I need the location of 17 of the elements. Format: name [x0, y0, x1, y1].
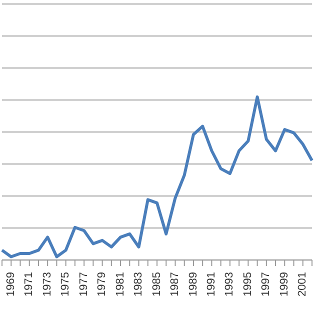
- x-tick-label: 1977: [78, 272, 90, 296]
- x-tick-label: 1995: [242, 272, 254, 296]
- x-tick-label: 1983: [132, 272, 145, 296]
- x-tick-label: 1989: [187, 272, 200, 296]
- x-tick-label: 1993: [224, 272, 236, 296]
- x-tick-label: 1999: [278, 272, 290, 296]
- x-tick-label: 2001: [296, 272, 309, 296]
- x-tick-label: 1987: [169, 272, 182, 296]
- x-tick-label: 1981: [114, 272, 126, 296]
- x-tick-label: 1997: [260, 272, 272, 296]
- x-tick-label: 1969: [4, 272, 17, 296]
- x-tick-label: 1979: [96, 272, 108, 296]
- x-tick-label: 1973: [41, 272, 54, 296]
- x-tick-label: 1985: [150, 272, 163, 296]
- x-tick-label: 1991: [206, 272, 218, 296]
- x-tick-label: 1975: [60, 272, 72, 296]
- x-tick-label: 1971: [23, 272, 36, 296]
